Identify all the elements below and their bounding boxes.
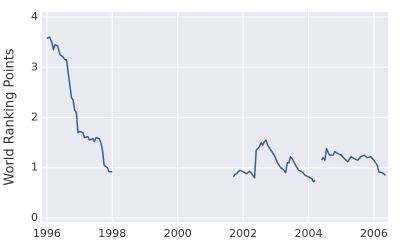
y-tick-label: 1 <box>31 161 38 174</box>
y-tick-label: 0 <box>31 211 38 224</box>
y-axis-label: World Ranking Points <box>3 48 18 185</box>
y-tick-label: 2 <box>31 111 38 124</box>
x-tick-label: 1998 <box>98 227 126 240</box>
y-tick-label: 3 <box>31 60 38 73</box>
x-tick-label: 2004 <box>295 227 323 240</box>
x-tick-label: 1996 <box>33 227 61 240</box>
x-tick-label: 2000 <box>164 227 192 240</box>
x-tick-label: 2006 <box>360 227 388 240</box>
line <box>46 36 386 183</box>
x-tick-label: 2002 <box>229 227 257 240</box>
plot-area <box>42 12 388 222</box>
y-tick-label: 4 <box>31 10 38 23</box>
